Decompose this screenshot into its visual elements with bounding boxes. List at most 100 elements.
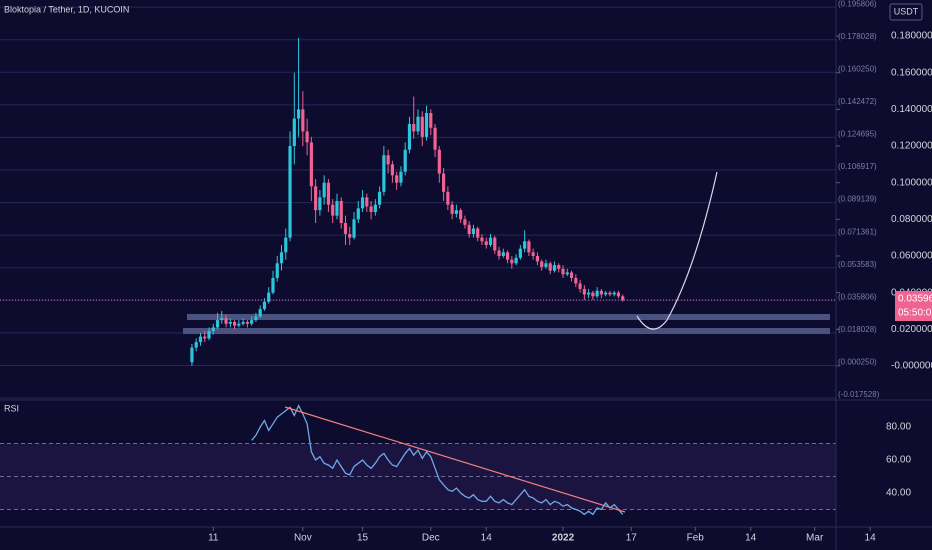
candle-body: [228, 321, 232, 324]
candle-body: [531, 252, 535, 256]
grid-level-label: (0.142472): [838, 97, 877, 106]
grid-level-label: (0.124695): [838, 130, 877, 139]
x-tick-label: 14: [745, 533, 757, 544]
candle-body: [194, 342, 198, 348]
candle-body: [352, 219, 356, 238]
candle-body: [339, 201, 343, 223]
candle-body: [203, 336, 207, 339]
candle-body: [557, 265, 561, 269]
candle-body: [450, 204, 454, 214]
x-tick-label: Feb: [687, 533, 705, 544]
candle-body: [578, 283, 582, 289]
grid-level-label: (0.071361): [838, 227, 877, 236]
candle-body: [356, 208, 360, 220]
candle-body: [488, 237, 493, 245]
candle-body: [484, 241, 488, 245]
y-tick-label: 0.180000: [891, 31, 932, 42]
candle-body: [343, 222, 348, 234]
candle-body: [595, 290, 599, 297]
candle-body: [271, 277, 275, 293]
currency[interactable]: USDT: [894, 6, 919, 16]
candle-body: [360, 197, 365, 209]
candle-body: [395, 175, 399, 183]
grid-level-label: (0.106917): [838, 162, 877, 171]
candle-body: [446, 191, 450, 205]
grid-level-label: (0.178028): [838, 32, 877, 41]
grid-level-label: (0.089139): [838, 195, 877, 204]
rsi-tick-label: 80.00: [886, 422, 911, 433]
candle-body: [574, 277, 578, 284]
candle-body: [296, 109, 301, 119]
candle-body: [407, 124, 412, 150]
candle-body: [224, 318, 228, 324]
candle-body: [386, 155, 390, 165]
y-tick-label: 0.140000: [891, 104, 932, 115]
y-tick-label: 0.120000: [891, 141, 932, 152]
candle-body: [301, 109, 305, 132]
candle-body: [198, 336, 203, 343]
candle-body: [232, 321, 237, 326]
rsi-line: [251, 404, 624, 516]
candle-body: [207, 331, 211, 339]
y-tick-label: -0.000000: [891, 361, 932, 372]
candle-body: [514, 257, 518, 264]
currency-box[interactable]: [889, 3, 923, 21]
rsi-tick-label: 40.00: [886, 488, 911, 499]
grid-level-label: (0.018028): [838, 325, 877, 334]
candle-body: [335, 201, 339, 216]
x-tick-label: 14: [481, 533, 493, 544]
candle-body: [378, 191, 382, 205]
y-tick-label: 0.160000: [891, 67, 932, 78]
candle-body: [582, 288, 586, 295]
candle-body: [510, 259, 514, 264]
candle-body: [241, 321, 245, 324]
candle-body: [548, 263, 552, 271]
rsi-tick-label: 60.00: [886, 455, 911, 466]
candle-body: [416, 116, 420, 132]
marks: [0, 37, 836, 516]
candle-body: [237, 323, 241, 326]
candle-body: [331, 204, 335, 216]
candle-body: [348, 233, 352, 238]
candle-body: [318, 197, 322, 211]
candle-body: [437, 149, 441, 174]
candle-body: [433, 127, 437, 150]
candle-body: [429, 113, 433, 128]
candle-body: [275, 263, 279, 278]
candle-body: [245, 321, 249, 324]
candle-body: [523, 241, 527, 249]
candle-body: [326, 182, 331, 205]
candle-body: [505, 252, 510, 260]
candle-body: [211, 327, 215, 332]
candle-body: [262, 301, 267, 310]
candle-body: [612, 292, 616, 295]
candle-body: [258, 309, 262, 317]
chart-title: Bloktopia / Tether, 1D, KUCOIN: [4, 4, 129, 14]
candle-body: [190, 347, 194, 363]
support-zone: [187, 314, 830, 320]
candle-body: [565, 272, 569, 275]
candle-body: [591, 292, 595, 297]
x-tick-label: 2022: [552, 533, 575, 544]
candle-body: [382, 155, 386, 192]
x-tick-label: Nov: [294, 533, 312, 544]
x-tick-label: 17: [626, 533, 638, 544]
candle-body: [215, 320, 220, 328]
grid-level-label: (0.053583): [838, 260, 877, 269]
candle-body: [399, 171, 403, 183]
candle-body: [497, 250, 501, 256]
candle-body: [527, 241, 531, 253]
rsi-label: RSI: [4, 403, 19, 413]
x-tick-label: 15: [357, 533, 369, 544]
candle-body: [305, 131, 309, 143]
projection-curve: [636, 171, 718, 330]
countdown: 05:50:05: [898, 308, 932, 319]
candle-body: [467, 224, 471, 234]
candle-body: [309, 142, 313, 187]
y-tick-label: 0.100000: [891, 177, 932, 188]
candle-body: [292, 118, 296, 147]
candle-body: [279, 252, 284, 264]
x-tick-label: 14: [865, 533, 877, 544]
